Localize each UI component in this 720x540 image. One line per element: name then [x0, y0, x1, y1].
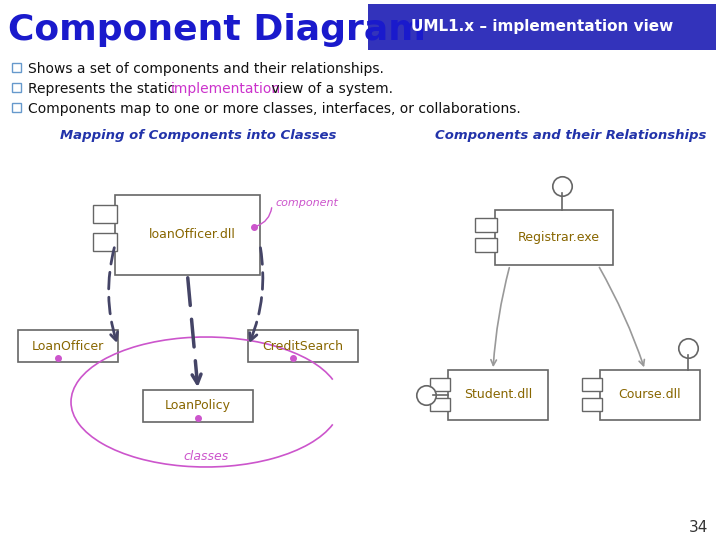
Bar — [430, 398, 450, 411]
Bar — [93, 205, 117, 223]
Text: LoanOfficer: LoanOfficer — [32, 340, 104, 353]
Bar — [582, 378, 602, 391]
Text: Course.dll: Course.dll — [618, 388, 681, 402]
Bar — [115, 195, 260, 275]
Text: Student.dll: Student.dll — [464, 388, 532, 402]
Bar — [448, 370, 548, 420]
Text: classes: classes — [184, 450, 229, 463]
Text: LoanPolicy: LoanPolicy — [165, 400, 231, 413]
Text: Registrar.exe: Registrar.exe — [518, 231, 600, 244]
Bar — [12, 103, 21, 112]
Bar — [18, 330, 118, 362]
Text: component: component — [275, 198, 338, 208]
Text: UML1.x – implementation view: UML1.x – implementation view — [411, 19, 673, 35]
Text: Shows a set of components and their relationships.: Shows a set of components and their rela… — [28, 62, 384, 76]
Bar — [143, 390, 253, 422]
Bar — [495, 210, 613, 265]
Bar — [12, 63, 21, 72]
Text: view of a system.: view of a system. — [267, 82, 393, 96]
Bar — [475, 218, 497, 232]
Bar — [93, 233, 117, 251]
Text: Component Diagram: Component Diagram — [8, 13, 426, 47]
Text: CreditSearch: CreditSearch — [263, 340, 343, 353]
Bar — [12, 83, 21, 92]
Text: Components map to one or more classes, interfaces, or collaborations.: Components map to one or more classes, i… — [28, 102, 521, 116]
Text: implementation: implementation — [171, 82, 281, 96]
Bar — [430, 378, 450, 391]
Text: Represents the static: Represents the static — [28, 82, 179, 96]
Bar — [475, 238, 497, 252]
Text: Components and their Relationships: Components and their Relationships — [435, 129, 706, 141]
Bar — [600, 370, 700, 420]
Text: 34: 34 — [688, 521, 708, 536]
FancyBboxPatch shape — [368, 4, 716, 50]
Text: loanOfficer.dll: loanOfficer.dll — [149, 228, 236, 241]
Text: Mapping of Components into Classes: Mapping of Components into Classes — [60, 129, 336, 141]
Bar — [248, 330, 358, 362]
Bar — [582, 398, 602, 411]
